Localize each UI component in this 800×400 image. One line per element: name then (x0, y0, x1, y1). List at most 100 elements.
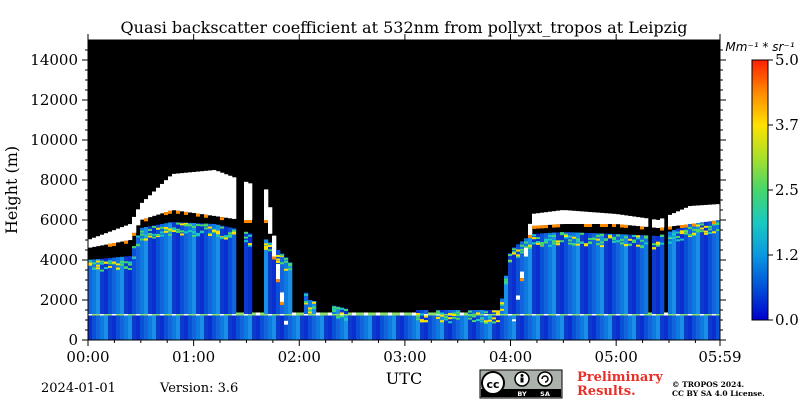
heatmap-cell (168, 228, 172, 231)
heatmap-cell (496, 310, 500, 313)
heatmap-cell (344, 317, 348, 320)
heatmap-cell (440, 314, 444, 317)
heatmap-cell (636, 237, 640, 240)
heatmap-cell (568, 232, 573, 314)
heatmap-cell (540, 225, 544, 229)
heatmap-cell (176, 222, 180, 225)
heatmap-cell (704, 225, 708, 228)
heatmap-cell (192, 234, 196, 237)
chart-title: Quasi backscatter coefficient at 532nm f… (121, 18, 688, 37)
heatmap-cell (168, 210, 172, 214)
heatmap-cell (320, 314, 325, 340)
heatmap-cell (680, 230, 684, 233)
heatmap-cell (512, 251, 516, 254)
heatmap-cell (516, 255, 520, 258)
heatmap-cell (380, 314, 385, 340)
heatmap-cell (700, 222, 705, 314)
heatmap-cell (504, 314, 509, 340)
heatmap-cell (384, 314, 389, 340)
heatmap-cell (212, 223, 217, 314)
heatmap-cell (372, 314, 377, 340)
heatmap-cell (596, 243, 600, 246)
heatmap-cell (164, 223, 169, 314)
heatmap-cell (524, 247, 529, 257)
heatmap-cell (636, 314, 641, 340)
heatmap-cell (88, 259, 92, 262)
heatmap-cell (676, 228, 681, 314)
heatmap-cell (712, 314, 717, 340)
heatmap-cell (544, 238, 548, 241)
heatmap-cell (292, 312, 297, 316)
heatmap-cell (268, 244, 272, 247)
heatmap-cell (588, 237, 592, 240)
heatmap-cell (396, 314, 401, 340)
heatmap-cell (288, 263, 292, 266)
heatmap-cell (644, 314, 649, 340)
heatmap-cell (676, 314, 681, 340)
heatmap-cell (328, 314, 333, 340)
heatmap-cell (644, 236, 648, 239)
heatmap-cell (480, 316, 484, 319)
heatmap-cell (564, 233, 568, 236)
heatmap-cell (288, 314, 293, 340)
heatmap-cell (680, 227, 685, 314)
heatmap-cell (708, 225, 712, 228)
y-tick-label: 12000 (30, 91, 78, 109)
heatmap-cell (348, 314, 353, 340)
heatmap-cell (628, 215, 633, 226)
heatmap-cell (380, 312, 385, 316)
heatmap-cell (600, 224, 604, 227)
heatmap-cell (508, 314, 513, 340)
heatmap-cell (612, 236, 616, 239)
heatmap-cell (376, 314, 381, 340)
heatmap-cell (320, 312, 325, 316)
heatmap-cell (608, 213, 613, 224)
heatmap-cell (700, 205, 705, 223)
heatmap-cell (604, 314, 609, 340)
heatmap-cell (420, 314, 425, 340)
heatmap-cell (156, 227, 160, 230)
heatmap-cell (448, 314, 453, 340)
heatmap-cell (188, 224, 192, 227)
heatmap-cell (140, 238, 144, 241)
heatmap-cell (696, 222, 701, 314)
heatmap-cell (96, 259, 101, 314)
heatmap-cell (540, 212, 545, 226)
heatmap-cell (220, 314, 225, 340)
heatmap-cell (416, 315, 420, 318)
heatmap-cell (524, 238, 529, 314)
heatmap-cell (352, 314, 357, 340)
heatmap-cell (704, 204, 709, 222)
heatmap-cell (228, 227, 233, 314)
heatmap-cell (252, 312, 257, 316)
heatmap-cell (96, 267, 100, 270)
heatmap-cell (148, 226, 153, 314)
heatmap-cell (156, 224, 161, 314)
heatmap-cell (108, 260, 112, 263)
heatmap-cell (196, 171, 201, 214)
heatmap-cell (248, 220, 252, 223)
heatmap-cell (332, 309, 336, 312)
heatmap-cell (248, 243, 252, 246)
heatmap-cell (180, 222, 185, 314)
heatmap-cell (308, 311, 312, 314)
heatmap-cell (600, 233, 605, 314)
heatmap-cell (484, 321, 488, 324)
heatmap-cell (672, 232, 676, 235)
heatmap-cell (148, 233, 152, 236)
heatmap-cell (400, 312, 405, 316)
heatmap-cell (164, 226, 168, 229)
heatmap-cell (208, 170, 213, 216)
heatmap-cell (480, 320, 484, 323)
heatmap-cell (620, 314, 625, 340)
heatmap-cell (488, 310, 493, 314)
heatmap-cell (276, 264, 281, 280)
heatmap-cell (132, 314, 137, 340)
heatmap-cell (140, 230, 144, 233)
x-tick-label: 03:00 (383, 348, 426, 366)
heatmap-cell (708, 314, 713, 340)
heatmap-cell (176, 314, 181, 340)
heatmap-cell (304, 314, 309, 340)
heatmap-cell (696, 230, 700, 233)
heatmap-cell (92, 262, 96, 265)
